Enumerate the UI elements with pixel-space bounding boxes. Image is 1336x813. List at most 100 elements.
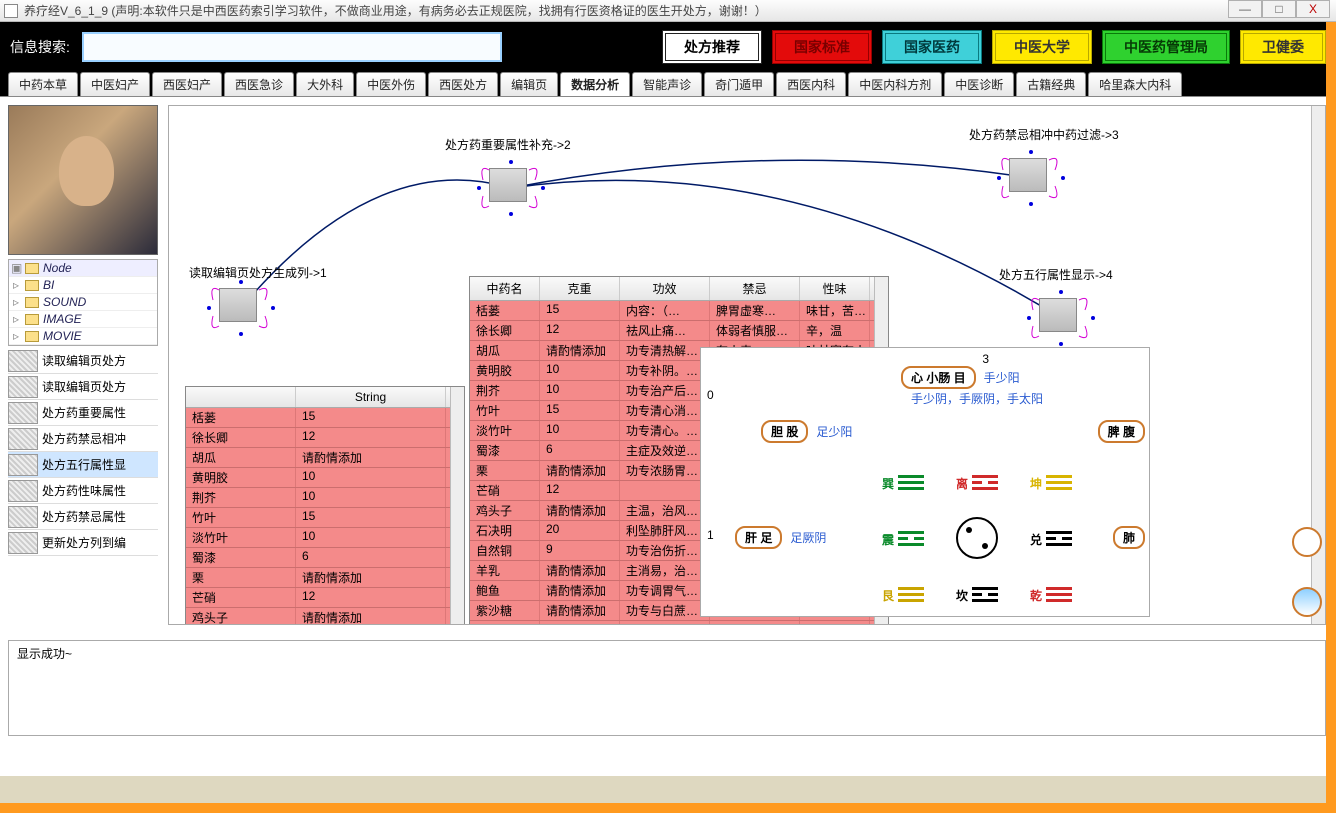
action-item[interactable]: 处方药禁忌属性 bbox=[8, 504, 158, 530]
table-cell: 10 bbox=[540, 361, 620, 380]
action-item[interactable]: 读取编辑页处方 bbox=[8, 374, 158, 400]
table-row[interactable]: 黄明胶10 bbox=[186, 468, 464, 488]
search-input[interactable] bbox=[82, 32, 502, 62]
table-header[interactable]: 克重 bbox=[540, 277, 620, 300]
action-item[interactable]: 处方药性味属性 bbox=[8, 478, 158, 504]
tab[interactable]: 中医诊断 bbox=[944, 72, 1014, 96]
table-row[interactable]: 荆芥10 bbox=[186, 488, 464, 508]
flow-node[interactable] bbox=[469, 156, 553, 220]
table-scrollbar[interactable] bbox=[450, 387, 464, 625]
minimize-button[interactable]: — bbox=[1228, 0, 1262, 18]
toolbar-button[interactable]: 国家医药 bbox=[882, 30, 982, 64]
tab[interactable]: 西医内科 bbox=[776, 72, 846, 96]
tree-item[interactable]: ▹IMAGE bbox=[9, 311, 157, 328]
tab[interactable]: 智能声诊 bbox=[632, 72, 702, 96]
action-item[interactable]: 处方药重要属性 bbox=[8, 400, 158, 426]
chip-spleen[interactable]: 脾 腹 bbox=[1098, 420, 1145, 443]
tab[interactable]: 哈里森大内科 bbox=[1088, 72, 1182, 96]
table-row[interactable]: 鸡头子请酌情添加 bbox=[186, 608, 464, 625]
action-thumb-icon bbox=[8, 506, 38, 528]
table-row[interactable]: 栝蒌15内容：（…脾胃虚寒…味甘，苦… bbox=[470, 301, 888, 321]
maximize-button[interactable]: □ bbox=[1262, 0, 1296, 18]
table-row[interactable]: 栗请酌情添加 bbox=[186, 568, 464, 588]
toolbar-button[interactable]: 国家标准 bbox=[772, 30, 872, 64]
user-portrait bbox=[8, 105, 158, 255]
table-header[interactable]: 中药名 bbox=[470, 277, 540, 300]
action-item[interactable]: 处方药禁忌相冲 bbox=[8, 426, 158, 452]
tab[interactable]: 中药本草 bbox=[8, 72, 78, 96]
trigram bbox=[956, 517, 998, 562]
trigram: 坤 bbox=[1030, 474, 1072, 492]
toolbar-button[interactable]: 处方推荐 bbox=[662, 30, 762, 64]
table-cell: 内容：（… bbox=[620, 301, 710, 320]
side-pill-2[interactable] bbox=[1292, 587, 1322, 617]
tab[interactable]: 西医急诊 bbox=[224, 72, 294, 96]
flow-node[interactable] bbox=[1019, 286, 1103, 350]
side-pill-1[interactable] bbox=[1292, 527, 1322, 557]
table-row[interactable]: 竹叶15 bbox=[186, 508, 464, 528]
action-thumb-icon bbox=[8, 350, 38, 372]
table-cell: 紫沙糖 bbox=[470, 601, 540, 620]
tab[interactable]: 奇门遁甲 bbox=[704, 72, 774, 96]
action-item[interactable]: 更新处方列到编 bbox=[8, 530, 158, 556]
table-header[interactable] bbox=[186, 387, 296, 407]
table-header[interactable]: String bbox=[296, 387, 446, 407]
node-tree[interactable]: ▣Node ▹BI▹SOUND▹IMAGE▹MOVIE bbox=[8, 259, 158, 346]
table-cell: 石决明 bbox=[470, 521, 540, 540]
close-button[interactable]: X bbox=[1296, 0, 1330, 18]
table-cell: 灯花 bbox=[470, 621, 540, 625]
tab[interactable]: 大外科 bbox=[296, 72, 354, 96]
flow-node[interactable] bbox=[199, 276, 283, 340]
tab[interactable]: 古籍经典 bbox=[1016, 72, 1086, 96]
table-cell: 徐长卿 bbox=[470, 321, 540, 340]
table-row[interactable]: 灯花请酌情添加利主治敷金…详请参考笔…味甘温 bbox=[470, 621, 888, 625]
table-cell: 15 bbox=[540, 401, 620, 420]
action-item[interactable]: 读取编辑页处方 bbox=[8, 348, 158, 374]
table-cell: 竹叶 bbox=[186, 508, 296, 527]
table-cell: 10 bbox=[296, 468, 446, 487]
table-cell: 主消易，治… bbox=[620, 561, 710, 580]
table-row[interactable]: 栝蒌15 bbox=[186, 408, 464, 428]
tree-item[interactable]: ▹MOVIE bbox=[9, 328, 157, 345]
toolbar-button[interactable]: 卫健委 bbox=[1240, 30, 1326, 64]
folder-icon bbox=[25, 263, 39, 274]
chip-heart[interactable]: 心 小肠 目 bbox=[901, 366, 976, 389]
chip-lung[interactable]: 肺 bbox=[1113, 526, 1145, 549]
table-header[interactable]: 性味 bbox=[800, 277, 870, 300]
table-cell: 鸡头子 bbox=[470, 501, 540, 520]
action-item[interactable]: 处方五行属性显 bbox=[8, 452, 158, 478]
chip-gallbladder[interactable]: 胆 股 bbox=[761, 420, 808, 443]
tab[interactable]: 西医妇产 bbox=[152, 72, 222, 96]
table-cell: 祛风止痛… bbox=[620, 321, 710, 340]
chip-liver[interactable]: 肝 足 bbox=[735, 526, 782, 549]
label-zushaoyang: 足少阳 bbox=[816, 423, 852, 440]
flow-node[interactable] bbox=[989, 146, 1073, 210]
toolbar-button[interactable]: 中医药管理局 bbox=[1102, 30, 1230, 64]
table-cell: 脾胃虚寒… bbox=[710, 301, 800, 320]
table-header[interactable]: 功效 bbox=[620, 277, 710, 300]
tree-item[interactable]: ▹BI bbox=[9, 277, 157, 294]
tab[interactable]: 中医外伤 bbox=[356, 72, 426, 96]
table-cell: 请酌情添加 bbox=[296, 568, 446, 587]
toolbar-button[interactable]: 中医大学 bbox=[992, 30, 1092, 64]
table-cell bbox=[620, 481, 710, 500]
action-thumb-icon bbox=[8, 402, 38, 424]
table-row[interactable]: 徐长卿12祛风止痛…体弱者慎服…辛，温 bbox=[470, 321, 888, 341]
table-cell: 羊乳 bbox=[470, 561, 540, 580]
table-row[interactable]: 淡竹叶10 bbox=[186, 528, 464, 548]
table-header[interactable]: 禁忌 bbox=[710, 277, 800, 300]
table-row[interactable]: 胡瓜请酌情添加 bbox=[186, 448, 464, 468]
tab[interactable]: 中医妇产 bbox=[80, 72, 150, 96]
tab[interactable]: 中医内科方剂 bbox=[848, 72, 942, 96]
table-row[interactable]: 徐长卿12 bbox=[186, 428, 464, 448]
trigram: 艮 bbox=[882, 586, 924, 604]
table-cell: 功专与白蔗… bbox=[620, 601, 710, 620]
yinyang-icon bbox=[956, 517, 998, 559]
table-row[interactable]: 蜀漆6 bbox=[186, 548, 464, 568]
tab[interactable]: 编辑页 bbox=[500, 72, 558, 96]
tree-item[interactable]: ▹SOUND bbox=[9, 294, 157, 311]
tab[interactable]: 数据分析 bbox=[560, 72, 630, 96]
tab[interactable]: 西医处方 bbox=[428, 72, 498, 96]
table-row[interactable]: 芒硝12 bbox=[186, 588, 464, 608]
table-cell: 10 bbox=[296, 488, 446, 507]
